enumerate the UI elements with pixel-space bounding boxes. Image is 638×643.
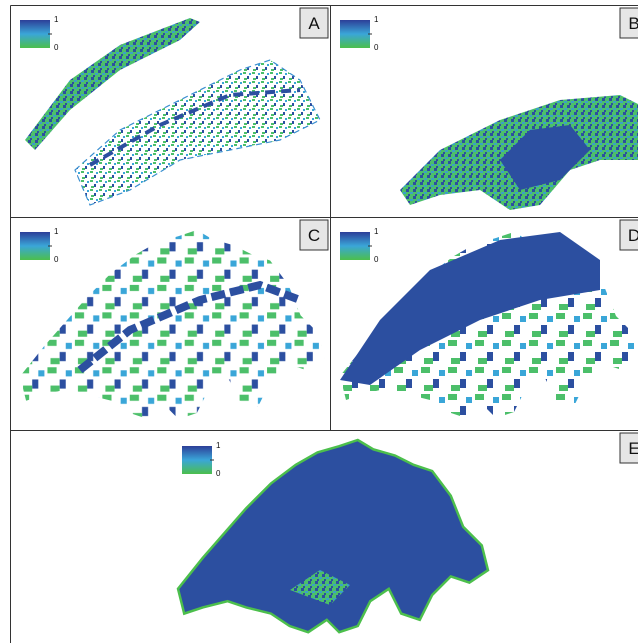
figure: A 1 0 B 1 0 C 1 0 D 1 0 E 1 0 <box>0 0 638 643</box>
panel-label: C <box>308 226 320 245</box>
legend-max: 1 <box>374 227 379 236</box>
legend-max: 1 <box>54 15 59 24</box>
legend-gradient <box>20 232 50 260</box>
legend-min: 0 <box>374 43 379 52</box>
legend-min: 0 <box>216 469 221 478</box>
legend-gradient <box>182 446 212 474</box>
panel-label: A <box>308 14 320 33</box>
legend-max: 1 <box>54 227 59 236</box>
legend-min: 0 <box>54 255 59 264</box>
legend-min: 0 <box>374 255 379 264</box>
legend-gradient <box>340 20 370 48</box>
legend-gradient <box>20 20 50 48</box>
panel-label: D <box>628 226 638 245</box>
legend-max: 1 <box>216 441 221 450</box>
map-b <box>400 95 638 210</box>
legend-gradient <box>340 232 370 260</box>
legend-max: 1 <box>374 15 379 24</box>
panel-label: B <box>628 14 638 33</box>
legend-min: 0 <box>54 43 59 52</box>
panel-label: E <box>628 439 638 458</box>
map-c <box>20 230 325 419</box>
map-e <box>178 440 488 632</box>
map-d <box>340 232 638 418</box>
map-a <box>25 18 320 205</box>
